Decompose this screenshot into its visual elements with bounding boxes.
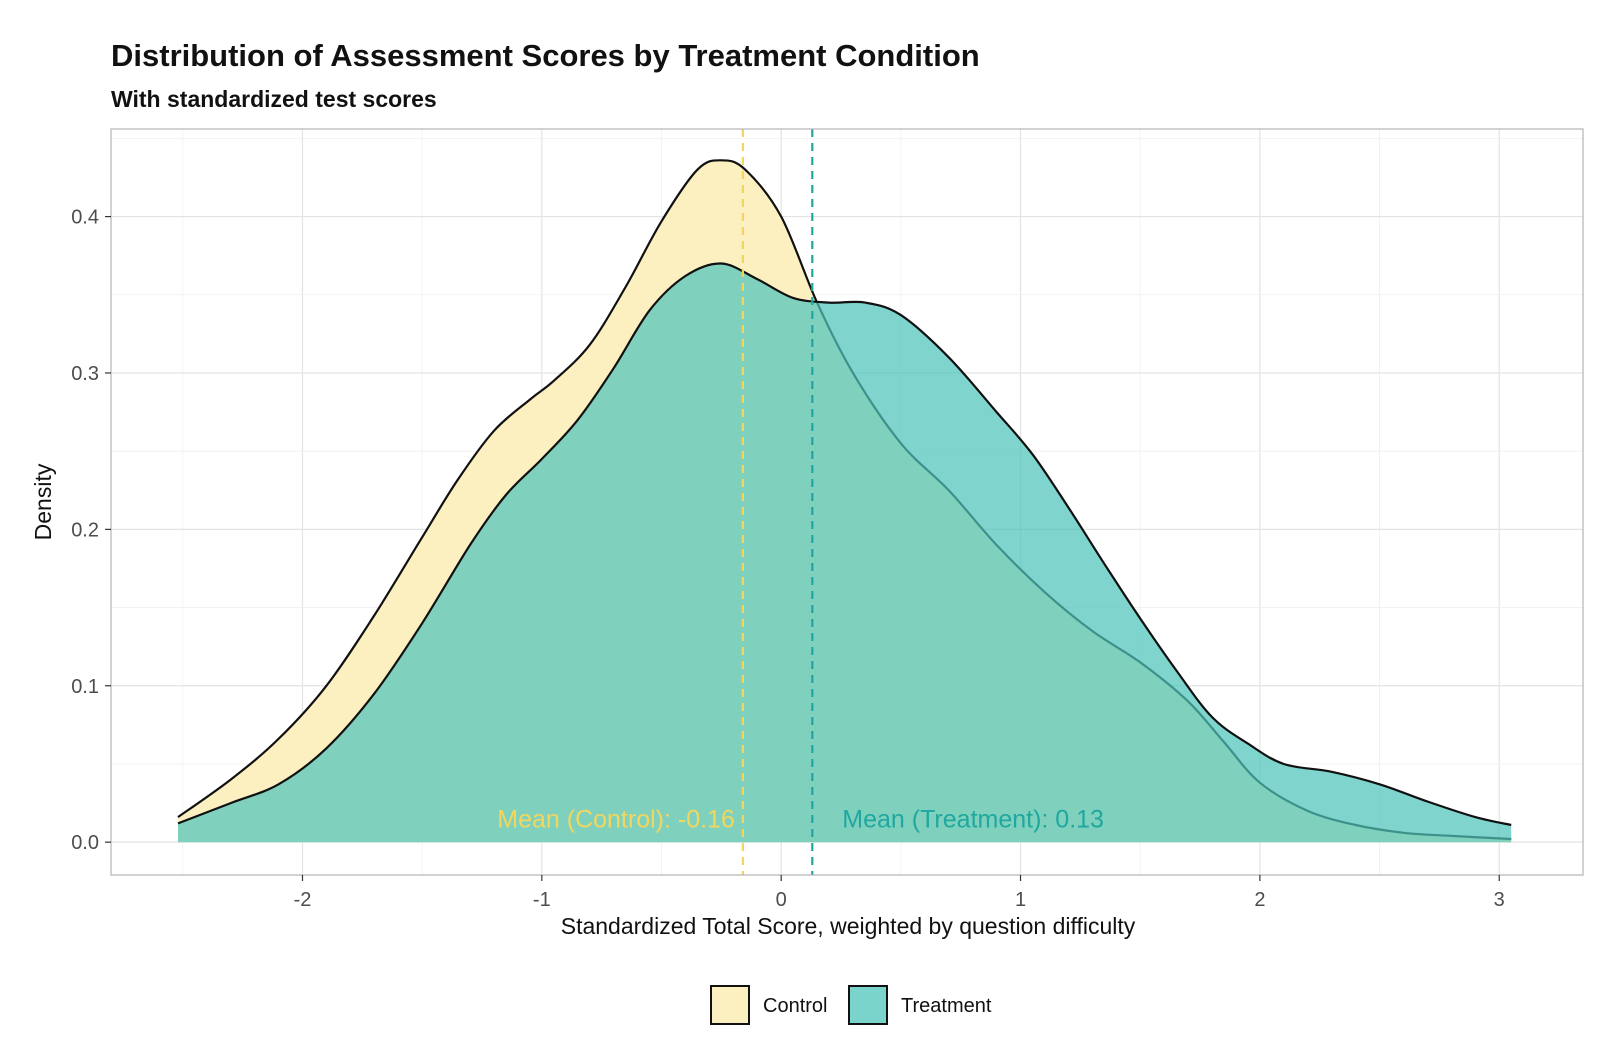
axis-ticks: -2 -1 0 1 2 3 0.0 0.1 0.2 0.3 0.4: [71, 207, 1505, 911]
x-tick-label: -1: [533, 889, 551, 911]
legend-label-control: Control: [763, 995, 827, 1017]
y-tick-label: 0.3: [71, 363, 99, 385]
legend-key-control: [710, 985, 750, 1025]
density-areas: [177, 159, 1512, 843]
mean-label-control: Mean (Control): -0.16: [497, 806, 735, 834]
chart-subtitle: With standardized test scores: [111, 86, 437, 112]
y-tick-label: 0.4: [71, 207, 99, 229]
y-tick-label: 0.2: [71, 519, 99, 541]
mean-lines: Mean (Control): -0.16 Mean (Treatment): 0…: [497, 129, 1104, 875]
x-tick-label: 0: [776, 889, 787, 911]
y-tick-label: 0.1: [71, 676, 99, 698]
legend-key-treatment: [848, 985, 888, 1025]
x-tick-label: -2: [294, 889, 312, 911]
panel-border: [110, 128, 1584, 876]
mean-label-treatment: Mean (Treatment): 0.13: [842, 806, 1104, 834]
y-tick-label: 0.0: [71, 832, 99, 854]
x-tick-label: 1: [1015, 889, 1026, 911]
x-tick-label: 2: [1254, 889, 1265, 911]
density-outline-treatment: [177, 262, 1512, 827]
density-area-treatment: [178, 263, 1512, 843]
chart-title: Distribution of Assessment Scores by Tre…: [111, 38, 980, 73]
x-tick-label: 3: [1494, 889, 1505, 911]
legend: Control Treatment: [710, 985, 992, 1025]
legend-label-treatment: Treatment: [901, 995, 992, 1017]
x-axis-title: Standardized Total Score, weighted by qu…: [561, 913, 1136, 939]
y-axis-title: Density: [30, 463, 56, 540]
